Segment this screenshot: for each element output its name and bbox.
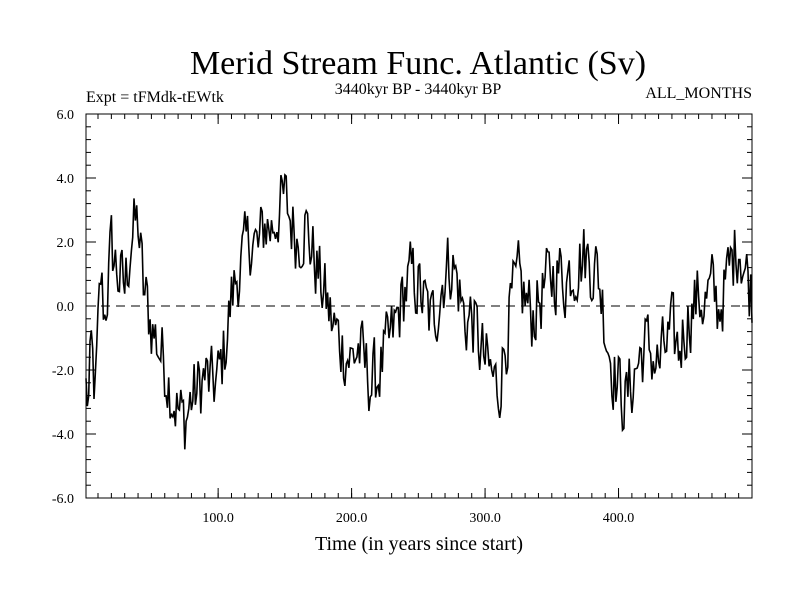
y-tick-label: -4.0 xyxy=(52,428,74,443)
experiment-label: Expt = tFMdk-tEWtk xyxy=(86,89,224,106)
series-line xyxy=(85,173,753,450)
y-tick-label: 2.0 xyxy=(57,236,75,251)
chart-title: Merid Stream Func. Atlantic (Sv) xyxy=(190,45,646,82)
y-tick-label: 0.0 xyxy=(57,300,75,315)
x-tick-label: 100.0 xyxy=(202,511,234,526)
x-axis-label: Time (in years since start) xyxy=(315,533,523,555)
y-tick-label: -2.0 xyxy=(52,364,74,379)
y-tick-label: 6.0 xyxy=(57,108,75,123)
x-tick-label: 400.0 xyxy=(603,511,635,526)
x-tick-label: 200.0 xyxy=(336,511,368,526)
y-tick-label: -6.0 xyxy=(52,492,74,507)
months-label: ALL_MONTHS xyxy=(645,85,752,102)
x-tick-label: 300.0 xyxy=(469,511,501,526)
plot-area: 6.0 4.0 2.0 0.0 -2.0 -4.0 -6.0 100.0 200.0 300.0 4… xyxy=(52,108,753,526)
time-range-label: 3440kyr BP - 3440kyr BP xyxy=(335,81,502,98)
y-tick-label: 4.0 xyxy=(57,172,75,187)
